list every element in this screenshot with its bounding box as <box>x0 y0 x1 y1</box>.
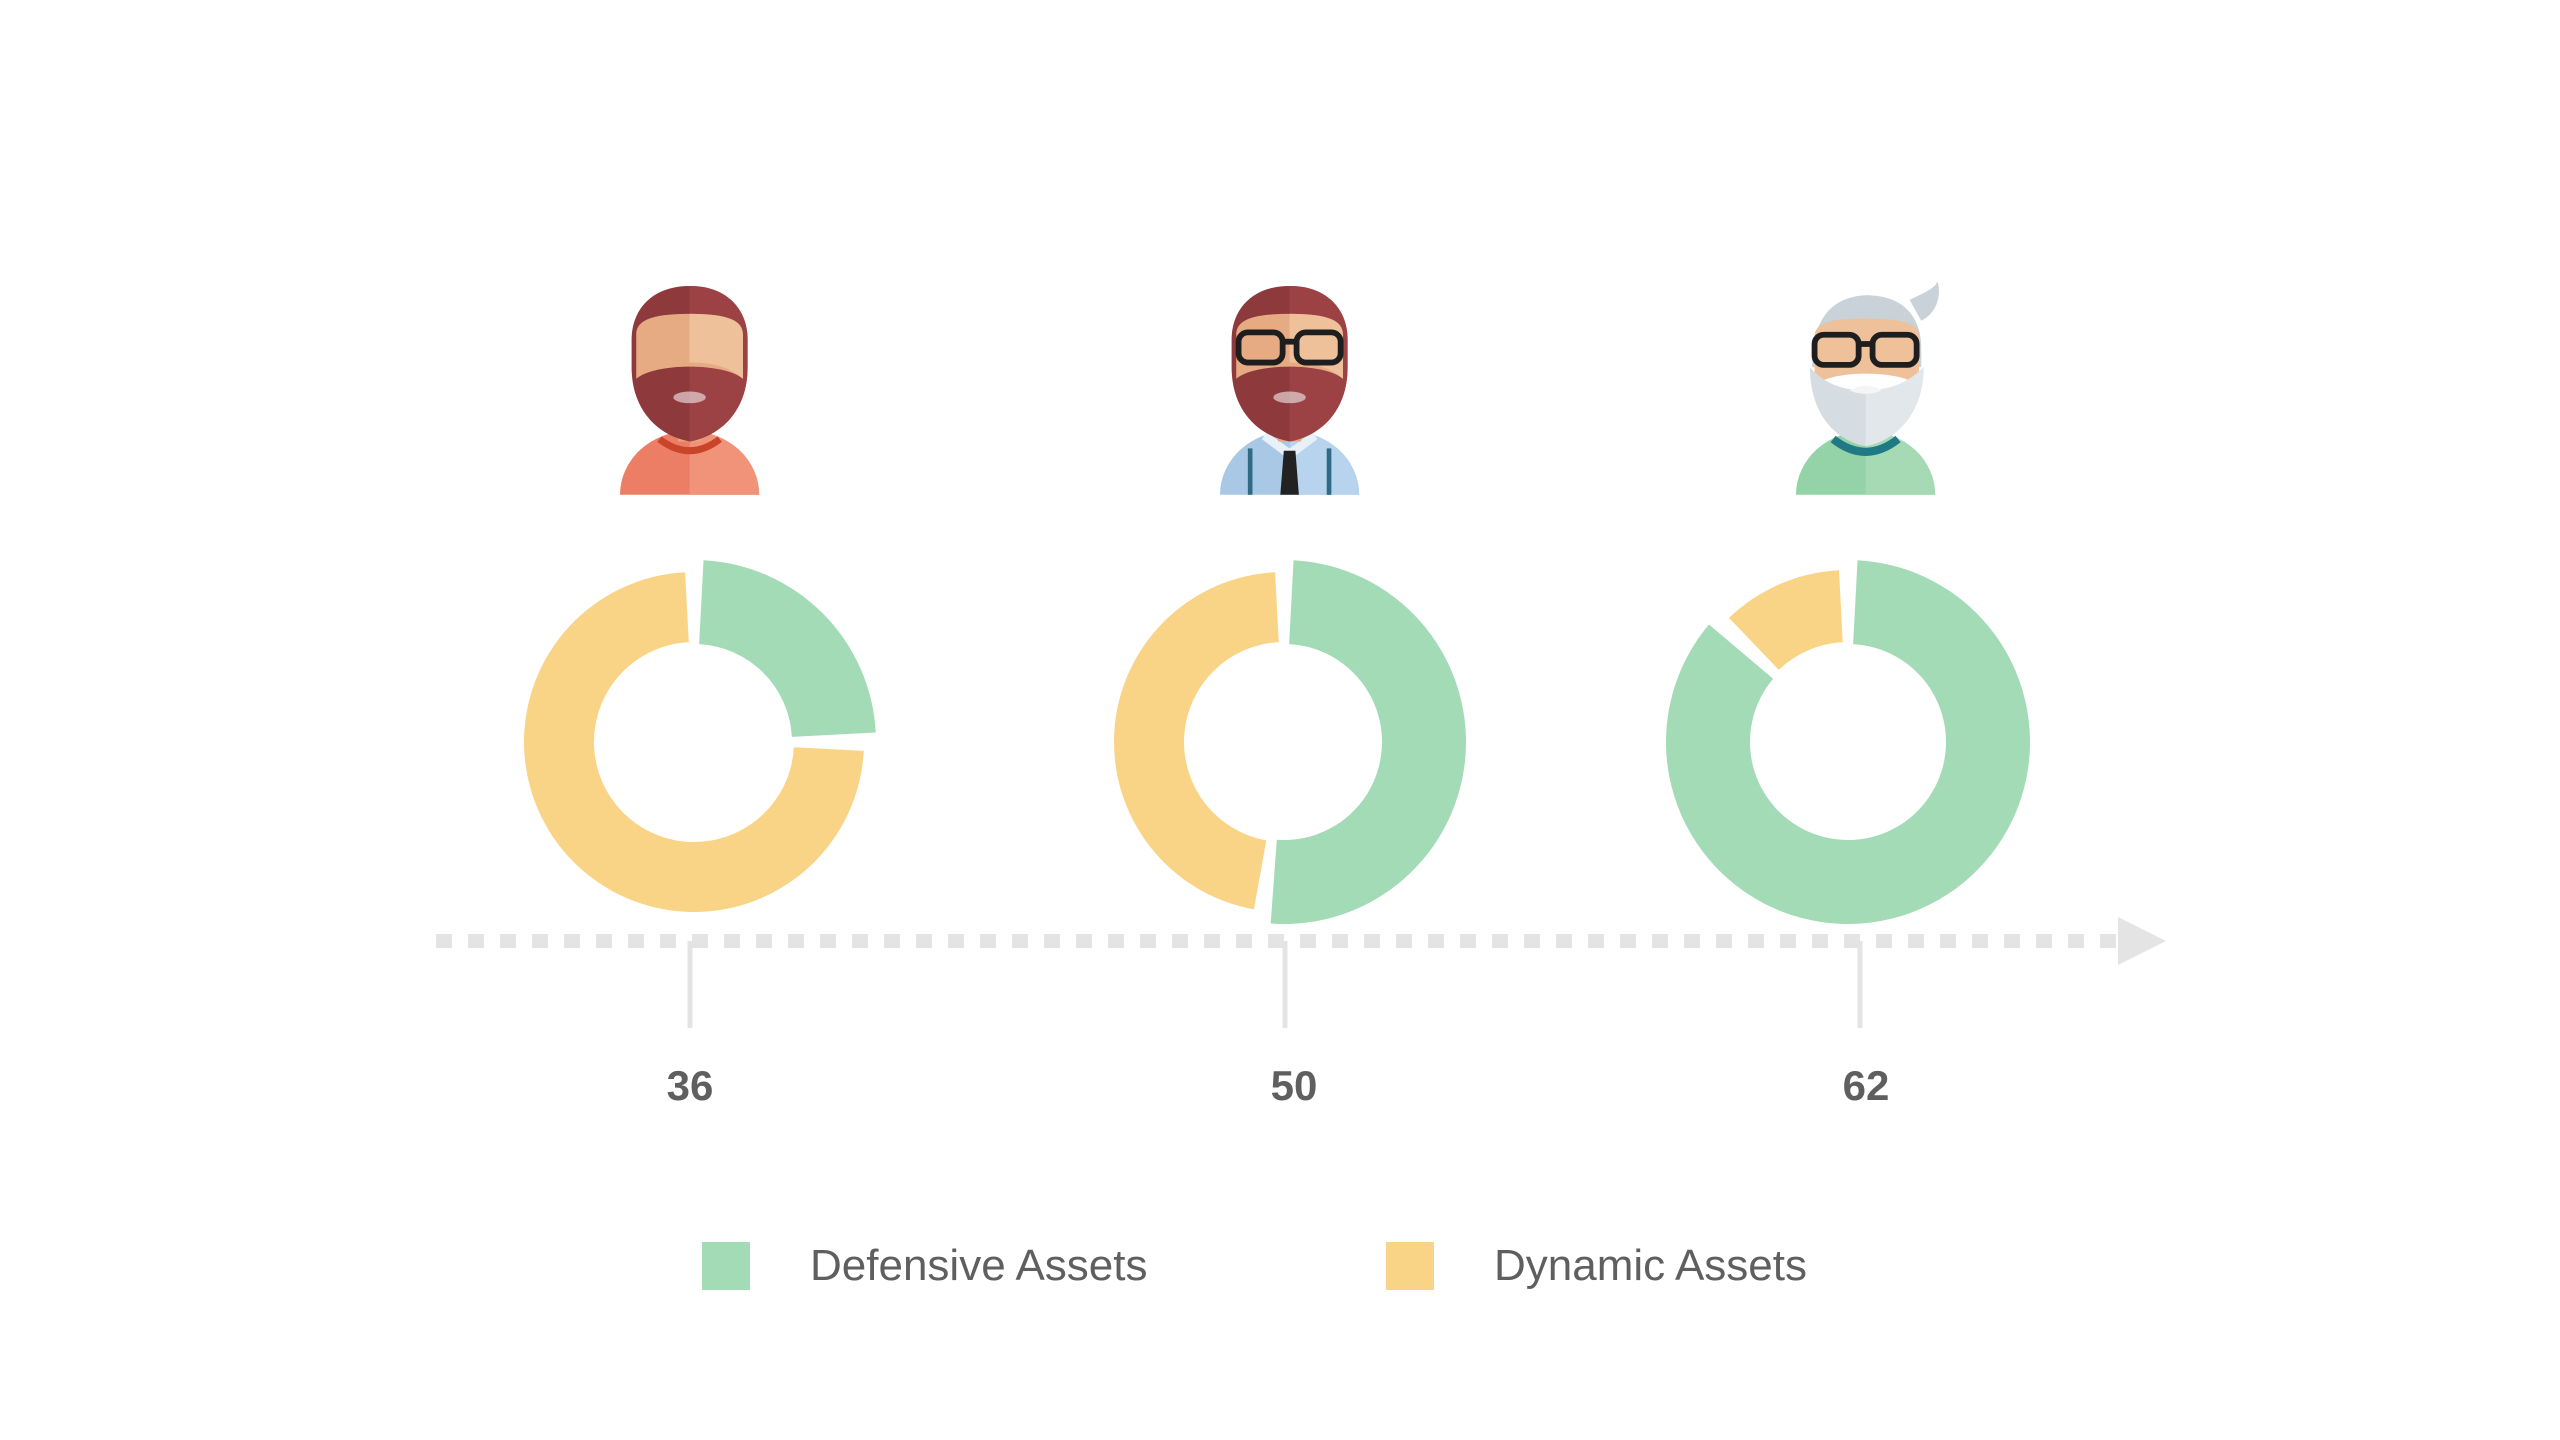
elderly-man-with-glasses-icon <box>1796 281 1939 495</box>
age-label-62: 62 <box>1842 1062 1890 1109</box>
timeline-arrow-icon <box>2118 917 2166 965</box>
donut-slice-dynamic-50 <box>1114 572 1279 910</box>
donut-charts <box>524 560 2030 925</box>
legend-label-dynamic: Dynamic Assets <box>1494 1241 1807 1290</box>
age-label-50: 50 <box>1270 1062 1318 1109</box>
donut-slice-defensive-50 <box>1270 560 1466 924</box>
dynamic-swatch <box>1386 1242 1434 1290</box>
donut-slice-defensive-36 <box>699 560 876 737</box>
legend-item-dynamic: Dynamic Assets <box>1386 1240 1807 1292</box>
middle-aged-man-with-glasses-icon <box>1220 286 1360 495</box>
defensive-swatch <box>702 1242 750 1290</box>
donut-slice-defensive-62 <box>1665 560 2030 925</box>
young-bearded-man-icon <box>620 286 760 495</box>
donut-slice-dynamic-62 <box>1728 570 1843 670</box>
legend-item-defensive: Defensive Assets <box>702 1240 1148 1292</box>
legend-label-defensive: Defensive Assets <box>810 1241 1148 1290</box>
donut-slice-dynamic-36 <box>524 572 864 913</box>
age-label-36: 36 <box>666 1062 714 1109</box>
